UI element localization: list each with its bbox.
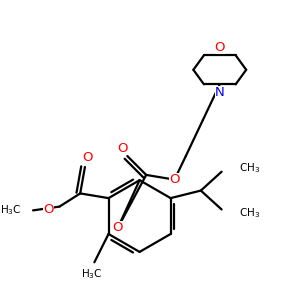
Text: O: O [43,203,54,216]
Text: N: N [215,86,225,99]
Text: O: O [112,221,123,234]
Text: CH$_3$: CH$_3$ [238,161,260,175]
Text: H$_3$C: H$_3$C [0,203,22,217]
Text: O: O [169,173,180,186]
Text: O: O [82,151,93,164]
Text: O: O [214,41,225,54]
Text: H$_3$C: H$_3$C [81,267,102,280]
Text: O: O [117,142,128,155]
Text: CH$_3$: CH$_3$ [238,206,260,220]
